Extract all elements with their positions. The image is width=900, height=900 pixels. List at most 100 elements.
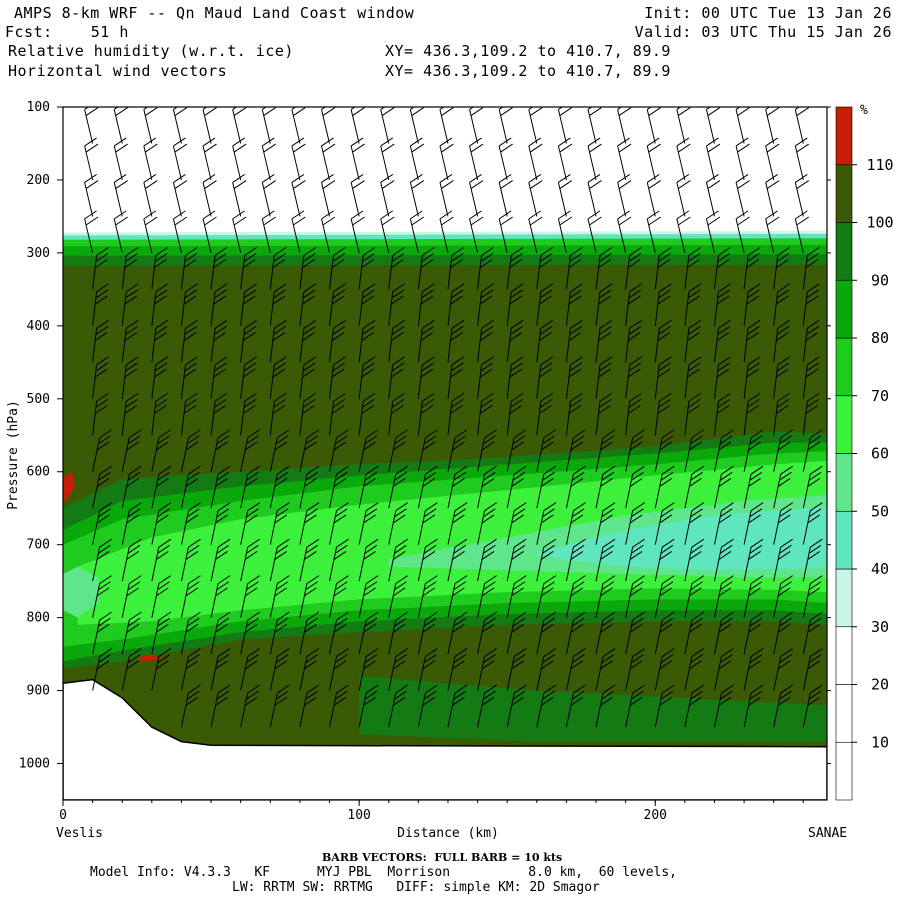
x-axis-label: Distance (km) — [397, 826, 499, 841]
wind-barb — [536, 107, 537, 108]
wind-barb — [684, 107, 685, 108]
wind-barb — [713, 611, 734, 655]
wind-barb — [151, 648, 172, 691]
wind-barb — [506, 648, 527, 691]
wind-barb — [565, 575, 586, 618]
wind-barb — [180, 356, 198, 399]
wind-barb — [676, 210, 691, 254]
wind-barb — [447, 611, 468, 655]
wind-barb — [232, 107, 247, 144]
forecast-value: 51 h — [90, 23, 129, 41]
wind-barb — [557, 210, 573, 254]
y-tick-label: 1000 — [19, 757, 50, 772]
wind-barb — [743, 429, 764, 472]
wind-barb — [269, 465, 290, 509]
wind-barb — [329, 611, 349, 655]
wind-barb — [92, 575, 112, 618]
wind-barb — [625, 611, 645, 655]
wind-barb — [232, 137, 247, 181]
x-tick-label: 100 — [347, 808, 370, 823]
wind-barb — [121, 611, 142, 655]
wind-barb — [84, 137, 99, 181]
wind-barb — [617, 137, 632, 181]
wind-barb — [447, 429, 468, 472]
wind-barb — [684, 538, 705, 582]
wind-barb — [350, 210, 365, 254]
wind-barb — [447, 283, 465, 326]
colorbar-tick-label: 60 — [871, 445, 889, 463]
wind-barb — [143, 137, 158, 181]
wind-barb — [121, 319, 139, 363]
colorbar-tick-label: 50 — [871, 502, 889, 520]
wind-barb — [299, 392, 317, 436]
wind-barb — [654, 648, 675, 691]
wind-barb — [506, 575, 527, 618]
moist-band-forest — [63, 254, 827, 268]
wind-barb — [802, 611, 823, 655]
wind-barb — [151, 538, 172, 582]
wind-barb — [713, 283, 731, 326]
wind-barb — [595, 648, 616, 691]
wind-barb — [269, 575, 290, 618]
wind-barb — [329, 283, 346, 326]
wind-barb — [625, 429, 645, 472]
colorbar: 10 20 30 40 50 60 70 80 90 100 110 — [835, 106, 894, 801]
wind-barb — [743, 465, 764, 509]
wind-barb — [329, 465, 349, 509]
wind-barb — [210, 429, 231, 472]
wind-barb — [625, 502, 645, 545]
wind-barb — [92, 429, 112, 472]
wind-barb — [358, 648, 379, 691]
wind-barb — [269, 319, 287, 363]
wind-barb — [498, 174, 513, 217]
wind-barb — [92, 611, 112, 655]
wind-barb — [299, 319, 317, 363]
wind-barb — [684, 392, 702, 436]
y-axis-label: Pressure (hPa) — [6, 400, 21, 510]
wind-barb — [172, 174, 188, 217]
wind-barb — [565, 465, 586, 509]
wind-barb — [447, 392, 465, 436]
wind-barb — [417, 246, 435, 290]
right-endpoint: SANAE — [808, 826, 847, 841]
wind-barb — [743, 611, 764, 655]
wind-barb — [528, 137, 543, 181]
wind-barb — [269, 502, 290, 545]
wind-barb — [92, 107, 93, 108]
wind-barb — [765, 137, 780, 181]
wind-barb — [595, 283, 613, 326]
wind-barb — [269, 356, 287, 399]
wind-barb — [269, 684, 290, 728]
wind-barb — [506, 611, 527, 655]
xy-range-2: XY= 436.3,109.2 to 410.7, 89.9 — [385, 62, 671, 80]
wind-barb — [743, 319, 761, 363]
wind-barb — [329, 538, 349, 582]
colorbar-tick-label: 30 — [871, 618, 889, 636]
wind-barb — [202, 137, 217, 181]
wind-barb — [565, 538, 586, 582]
wind-barb — [92, 502, 112, 545]
wind-barb — [121, 392, 139, 436]
wind-barb — [773, 575, 793, 618]
wind-barb — [417, 538, 438, 582]
wind-barb — [329, 246, 346, 290]
rh-left-patch — [63, 566, 99, 618]
field-name-1: Relative humidity (w.r.t. ice) — [8, 42, 294, 60]
wind-barb — [654, 356, 672, 399]
wind-barb — [113, 174, 128, 217]
wind-barb — [773, 319, 790, 363]
wind-barb — [321, 210, 336, 254]
colorbar-swatch — [835, 279, 853, 339]
wind-barb — [773, 356, 790, 399]
wind-barb — [299, 465, 320, 509]
wind-barb — [388, 502, 409, 545]
wind-barb — [447, 684, 468, 728]
wind-barb — [802, 356, 820, 399]
wind-barb — [625, 465, 645, 509]
x-tick-label: 0 — [59, 808, 67, 823]
wind-barb — [321, 137, 336, 181]
wind-barb — [358, 246, 376, 290]
wind-barb — [477, 611, 497, 655]
wind-barb — [557, 137, 573, 181]
wind-barb — [417, 107, 419, 108]
